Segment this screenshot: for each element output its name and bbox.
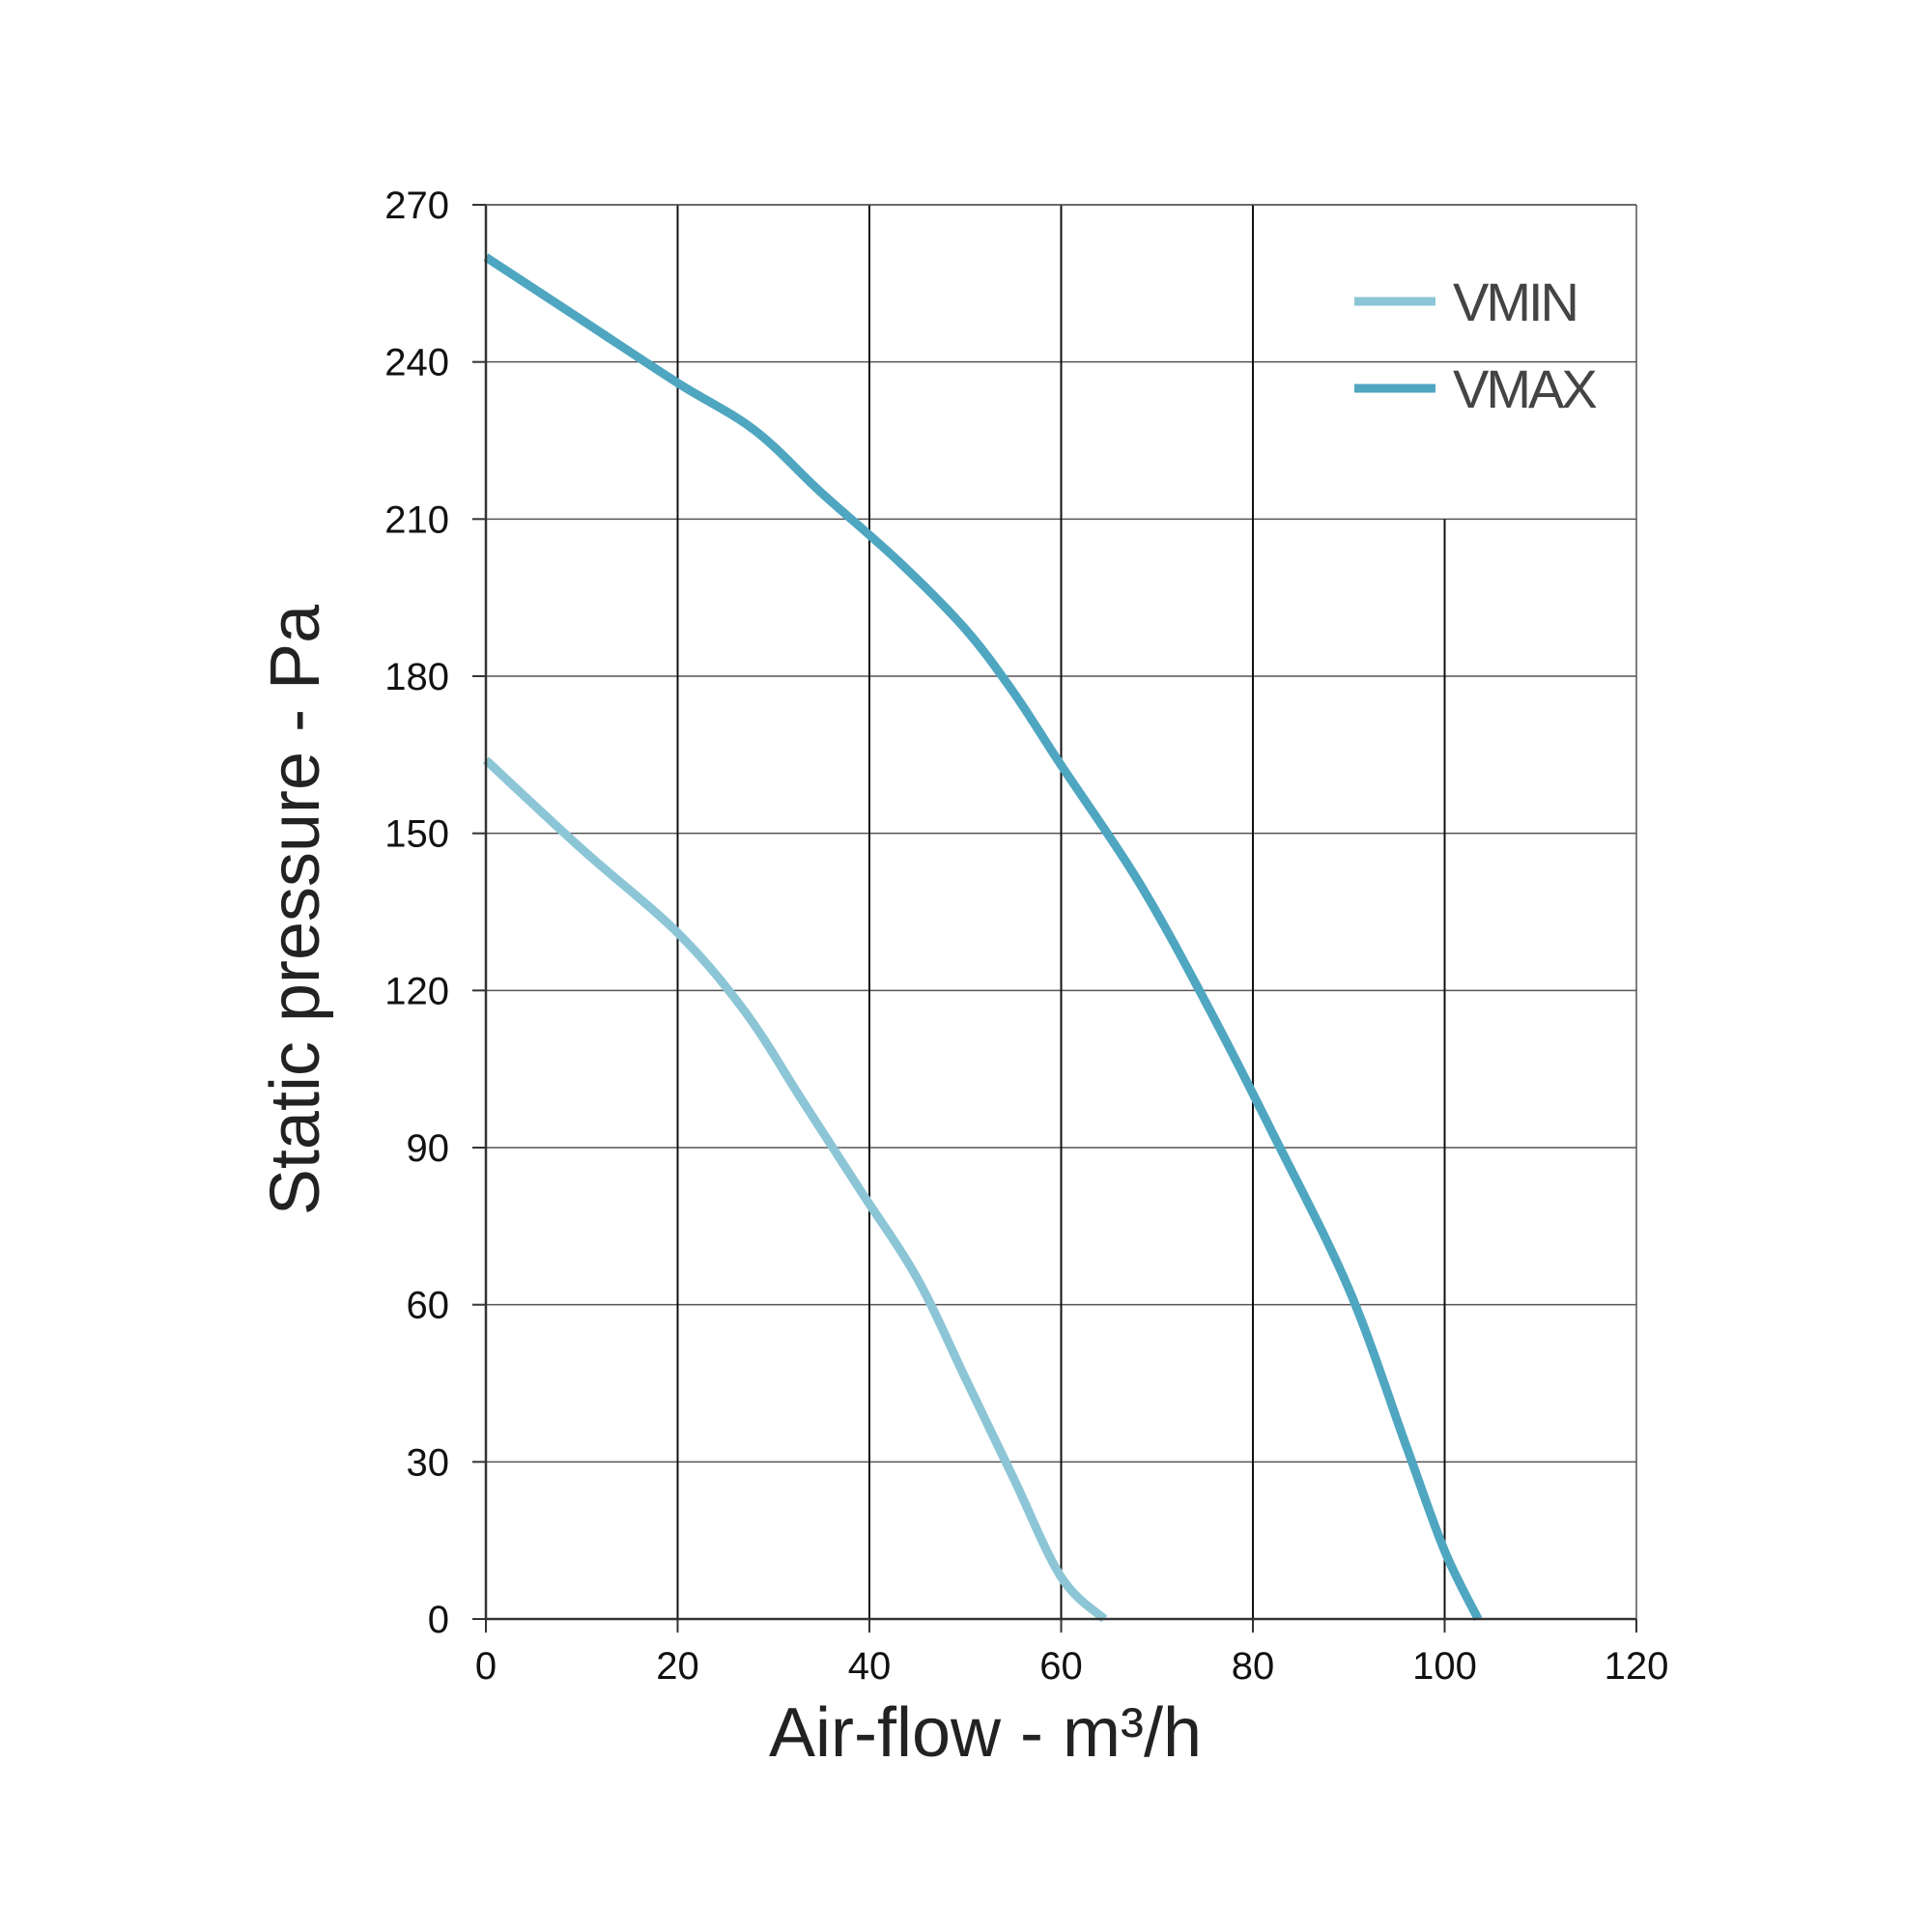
x-tick-label: 20 bbox=[656, 1645, 699, 1688]
x-axis-title: Air-flow - m³/h bbox=[769, 1694, 1202, 1772]
y-tick-label: 240 bbox=[384, 342, 449, 384]
legend: VMIN VMAX bbox=[1354, 271, 1600, 419]
y-tick-label: 210 bbox=[384, 498, 449, 541]
x-tick-label: 60 bbox=[1039, 1645, 1083, 1688]
y-tick-label: 30 bbox=[407, 1441, 450, 1484]
y-tick-label: 60 bbox=[407, 1285, 450, 1327]
x-tick-label: 0 bbox=[475, 1645, 497, 1688]
y-tick-label: 270 bbox=[384, 185, 449, 227]
x-tick-label: 100 bbox=[1412, 1645, 1477, 1688]
y-tick-label: 90 bbox=[407, 1127, 450, 1170]
y-tick-label: 120 bbox=[384, 970, 449, 1012]
series-group bbox=[482, 253, 1483, 1623]
legend-label-vmin: VMIN bbox=[1453, 271, 1577, 332]
y-tick-label: 180 bbox=[384, 656, 449, 698]
y-tick-label: 150 bbox=[384, 813, 449, 856]
x-tick-label: 80 bbox=[1232, 1645, 1275, 1688]
y-axis-title: Static pressure - Pa bbox=[257, 604, 334, 1215]
x-tick-label: 40 bbox=[848, 1645, 892, 1688]
y-tick-label: 0 bbox=[428, 1599, 449, 1641]
tick-labels: 0 30 60 90 120 150 180 210 240 270 0 20 40 60 80 100 120 bbox=[384, 185, 1668, 1688]
series-line-vmin bbox=[482, 756, 1108, 1623]
series-line-vmax bbox=[483, 253, 1483, 1622]
axes bbox=[472, 204, 1637, 1633]
x-tick-label: 120 bbox=[1605, 1645, 1669, 1688]
legend-label-vmax: VMAX bbox=[1453, 358, 1597, 419]
